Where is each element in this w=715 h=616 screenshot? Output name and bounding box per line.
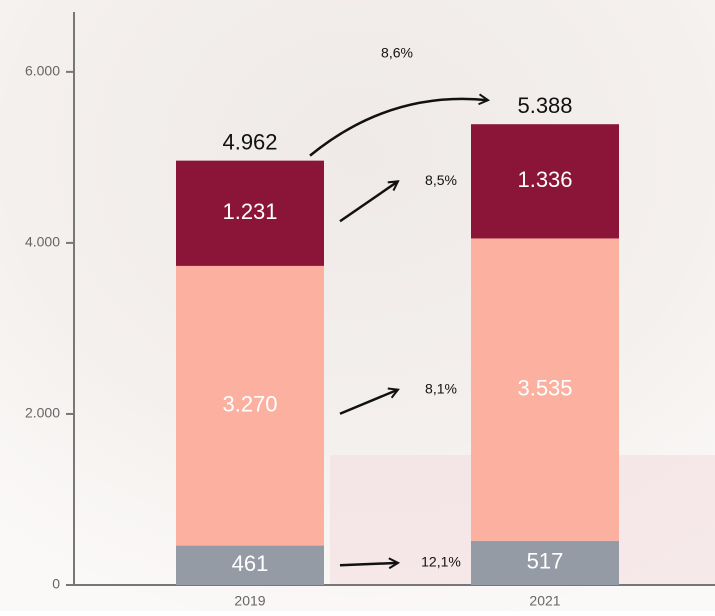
segment-label: 517 (527, 549, 564, 574)
growth-label: 8,1% (425, 380, 457, 396)
chart: 0 2.000 4.000 6.000 2019 461 3.270 1.231 4.962 20… (0, 0, 715, 611)
segment-label: 3.270 (222, 392, 277, 417)
x-tick-label: 2019 (234, 593, 265, 609)
y-tick-label: 2.000 (25, 405, 60, 421)
growth-label: 8,6% (381, 45, 413, 61)
segment-label: 1.336 (517, 167, 572, 192)
growth-label: 8,5% (425, 172, 457, 188)
y-tick-label: 6.000 (25, 63, 60, 79)
segment-label: 3.535 (517, 375, 572, 400)
total-label: 4.962 (222, 129, 277, 154)
y-tick-label: 0 (52, 576, 60, 592)
segment-label: 461 (232, 551, 269, 576)
growth-label: 12,1% (421, 554, 461, 570)
segment-label: 1.231 (222, 199, 277, 224)
x-tick-label: 2021 (529, 593, 560, 609)
total-label: 5.388 (517, 93, 572, 118)
y-tick-label: 4.000 (25, 234, 60, 250)
